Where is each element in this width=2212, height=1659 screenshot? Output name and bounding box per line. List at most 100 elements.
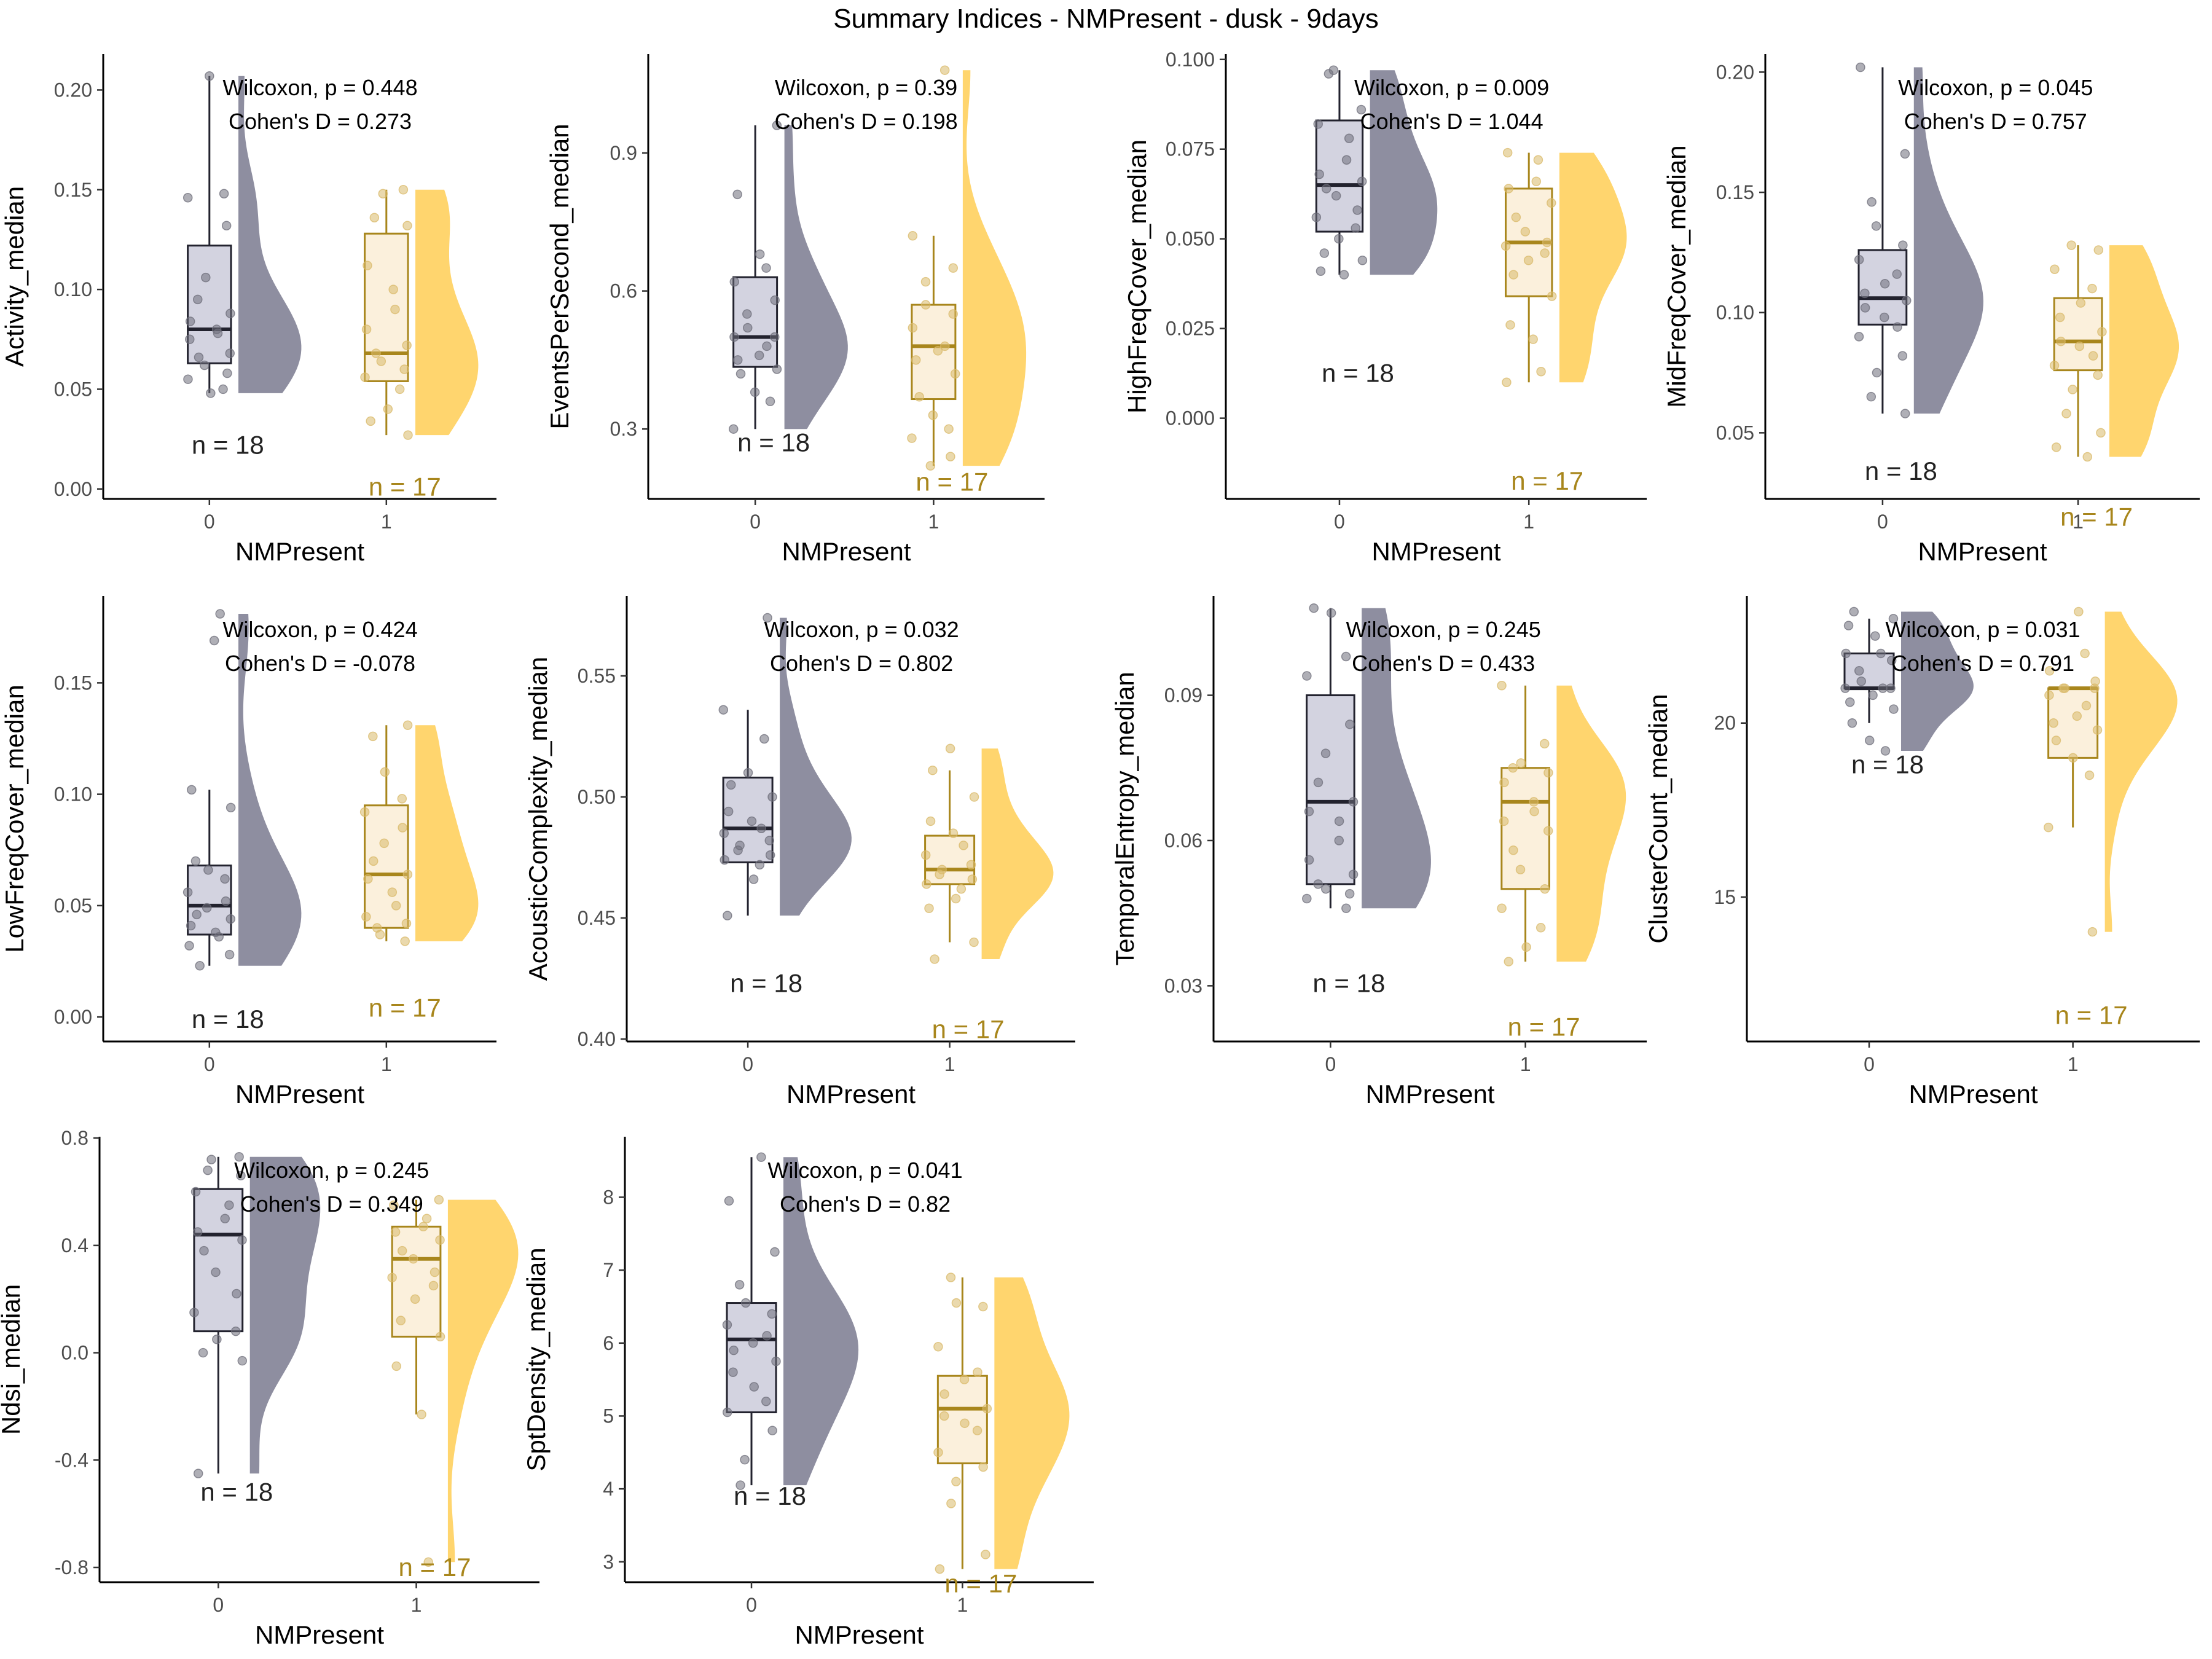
data-point-0 bbox=[1331, 190, 1341, 201]
data-point-0 bbox=[1302, 893, 1312, 904]
wilcoxon-label: Wilcoxon, p = 0.448 bbox=[222, 75, 417, 100]
x-tick-label: 0 bbox=[204, 1053, 215, 1075]
y-tick-label: 20 bbox=[1714, 712, 1736, 734]
data-point-1 bbox=[402, 869, 413, 879]
x-tick-label: 1 bbox=[2073, 511, 2084, 533]
data-point-1 bbox=[388, 284, 398, 294]
y-axis-title: SptDensity_median bbox=[522, 1247, 551, 1471]
data-point-0 bbox=[770, 332, 780, 342]
data-point-0 bbox=[720, 855, 729, 865]
y-tick-label: 0.100 bbox=[1166, 49, 1215, 71]
data-point-1 bbox=[403, 430, 413, 440]
data-point-0 bbox=[1840, 683, 1850, 693]
data-point-1 bbox=[2093, 245, 2104, 255]
data-point-1 bbox=[1516, 758, 1526, 768]
data-point-0 bbox=[1849, 606, 1859, 617]
data-point-0 bbox=[220, 1214, 230, 1223]
x-axis-title: NMPresent bbox=[782, 537, 911, 566]
data-point-0 bbox=[1854, 666, 1864, 676]
wilcoxon-label: Wilcoxon, p = 0.245 bbox=[1346, 617, 1541, 642]
data-point-1 bbox=[1533, 155, 1543, 165]
data-point-1 bbox=[939, 1411, 949, 1421]
data-point-0 bbox=[772, 364, 782, 374]
data-point-1 bbox=[2061, 409, 2071, 418]
data-point-0 bbox=[1841, 648, 1851, 659]
data-point-1 bbox=[1511, 212, 1521, 222]
figure-title: Summary Indices - NMPresent - dusk - 9da… bbox=[833, 4, 1379, 34]
data-point-1 bbox=[907, 433, 917, 443]
n-label-0: n = 18 bbox=[200, 1478, 273, 1507]
x-axis-title: NMPresent bbox=[1918, 537, 2047, 566]
data-point-0 bbox=[732, 189, 742, 200]
data-point-0 bbox=[740, 1454, 750, 1465]
data-point-0 bbox=[729, 332, 739, 342]
n-label-0: n = 18 bbox=[192, 1005, 264, 1033]
box-1 bbox=[911, 304, 957, 401]
data-point-0 bbox=[1320, 748, 1331, 758]
data-point-0 bbox=[1856, 62, 1865, 73]
y-tick-label: 3 bbox=[603, 1551, 614, 1573]
data-point-1 bbox=[1521, 942, 1531, 952]
data-point-1 bbox=[2082, 452, 2092, 462]
data-point-1 bbox=[925, 461, 936, 471]
data-point-0 bbox=[209, 635, 219, 646]
y-axis-title: Activity_median bbox=[0, 186, 29, 367]
data-point-0 bbox=[224, 1200, 234, 1210]
n-label-0: n = 18 bbox=[1322, 359, 1394, 388]
data-point-0 bbox=[1309, 603, 1319, 613]
panel-clustercount-median: 15 20 0 1 NMPresent ClusterCount_median n = 18… bbox=[1644, 596, 2200, 1108]
data-point-0 bbox=[1334, 816, 1344, 826]
density-cloud-0 bbox=[1913, 67, 1983, 414]
data-point-0 bbox=[1352, 205, 1362, 215]
data-point-1 bbox=[1508, 845, 1518, 855]
data-point-1 bbox=[435, 1332, 445, 1342]
data-point-0 bbox=[747, 816, 757, 826]
data-point-0 bbox=[729, 276, 740, 287]
data-point-0 bbox=[213, 328, 223, 339]
data-point-0 bbox=[1898, 240, 1908, 250]
data-point-0 bbox=[1313, 879, 1323, 889]
data-point-0 bbox=[183, 374, 193, 384]
panel-ndsi-median: -0.8 -0.4 0.0 0.4 0.8 0 1 NMPresent Ndsi_mediann… bbox=[0, 1127, 539, 1649]
x-axis-title: NMPresent bbox=[1908, 1080, 2037, 1108]
n-label-1: n = 17 bbox=[369, 473, 441, 501]
x-tick-label: 0 bbox=[204, 511, 215, 533]
data-point-0 bbox=[1860, 288, 1870, 299]
data-point-1 bbox=[2060, 683, 2070, 693]
box-1 bbox=[364, 232, 409, 382]
data-point-1 bbox=[1536, 366, 1546, 377]
panel-activity-median: 0.00 0.05 0.10 0.15 0.20 0 1 NMPresent Activity_… bbox=[0, 54, 496, 566]
data-point-0 bbox=[226, 308, 235, 318]
panel-temporalentropy-median: 0.03 0.06 0.09 0 1 NMPresent TemporalEntropy_m… bbox=[1110, 596, 1647, 1108]
data-point-0 bbox=[192, 909, 202, 920]
data-point-0 bbox=[733, 845, 743, 855]
data-point-1 bbox=[2068, 385, 2077, 394]
y-tick-label: 0.00 bbox=[54, 478, 92, 500]
density-cloud-0 bbox=[249, 1156, 321, 1474]
data-point-1 bbox=[2080, 648, 2090, 659]
data-point-1 bbox=[1502, 147, 1513, 158]
y-tick-label: 0.05 bbox=[54, 378, 92, 400]
data-point-0 bbox=[762, 1331, 772, 1341]
n-label-0: n = 18 bbox=[1851, 750, 1924, 779]
data-point-0 bbox=[1324, 69, 1334, 79]
y-tick-label: 0.025 bbox=[1166, 318, 1215, 340]
data-point-1 bbox=[383, 404, 393, 414]
data-point-1 bbox=[951, 1477, 961, 1487]
data-point-0 bbox=[740, 1298, 751, 1308]
data-point-0 bbox=[729, 424, 739, 434]
y-tick-label: 0.10 bbox=[1716, 302, 1754, 324]
n-label-1: n = 17 bbox=[1511, 466, 1583, 495]
y-tick-label: 0.06 bbox=[1164, 830, 1202, 852]
data-point-1 bbox=[394, 384, 405, 394]
data-point-1 bbox=[389, 1200, 399, 1210]
data-point-1 bbox=[1547, 291, 1557, 301]
data-point-0 bbox=[1302, 671, 1312, 681]
y-tick-label: 0.15 bbox=[1716, 181, 1754, 203]
data-point-0 bbox=[221, 221, 232, 230]
data-point-0 bbox=[1348, 869, 1359, 879]
data-point-0 bbox=[230, 1326, 241, 1336]
data-point-0 bbox=[1326, 608, 1336, 618]
data-point-0 bbox=[764, 836, 775, 845]
data-point-1 bbox=[951, 893, 961, 904]
